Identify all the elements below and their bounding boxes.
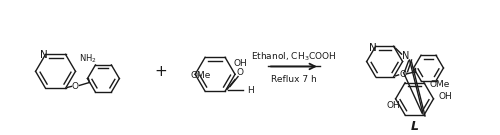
Text: OH: OH xyxy=(233,59,247,68)
Text: Ethanol, CH$_3$COOH: Ethanol, CH$_3$COOH xyxy=(251,50,336,63)
Text: O: O xyxy=(236,68,244,77)
Text: N: N xyxy=(402,51,409,61)
Text: NH$_2$: NH$_2$ xyxy=(80,52,97,65)
Text: L: L xyxy=(410,120,418,133)
Text: O: O xyxy=(399,70,406,79)
Text: OH: OH xyxy=(438,92,452,101)
Text: OMe: OMe xyxy=(191,71,212,80)
Text: N: N xyxy=(40,50,48,60)
Text: O: O xyxy=(72,82,79,91)
Text: OH: OH xyxy=(386,101,400,110)
Text: OMe: OMe xyxy=(429,80,450,89)
Text: Reflux 7 h: Reflux 7 h xyxy=(271,75,317,84)
Text: H: H xyxy=(247,86,254,95)
Text: N: N xyxy=(369,43,376,53)
Text: +: + xyxy=(154,64,166,79)
